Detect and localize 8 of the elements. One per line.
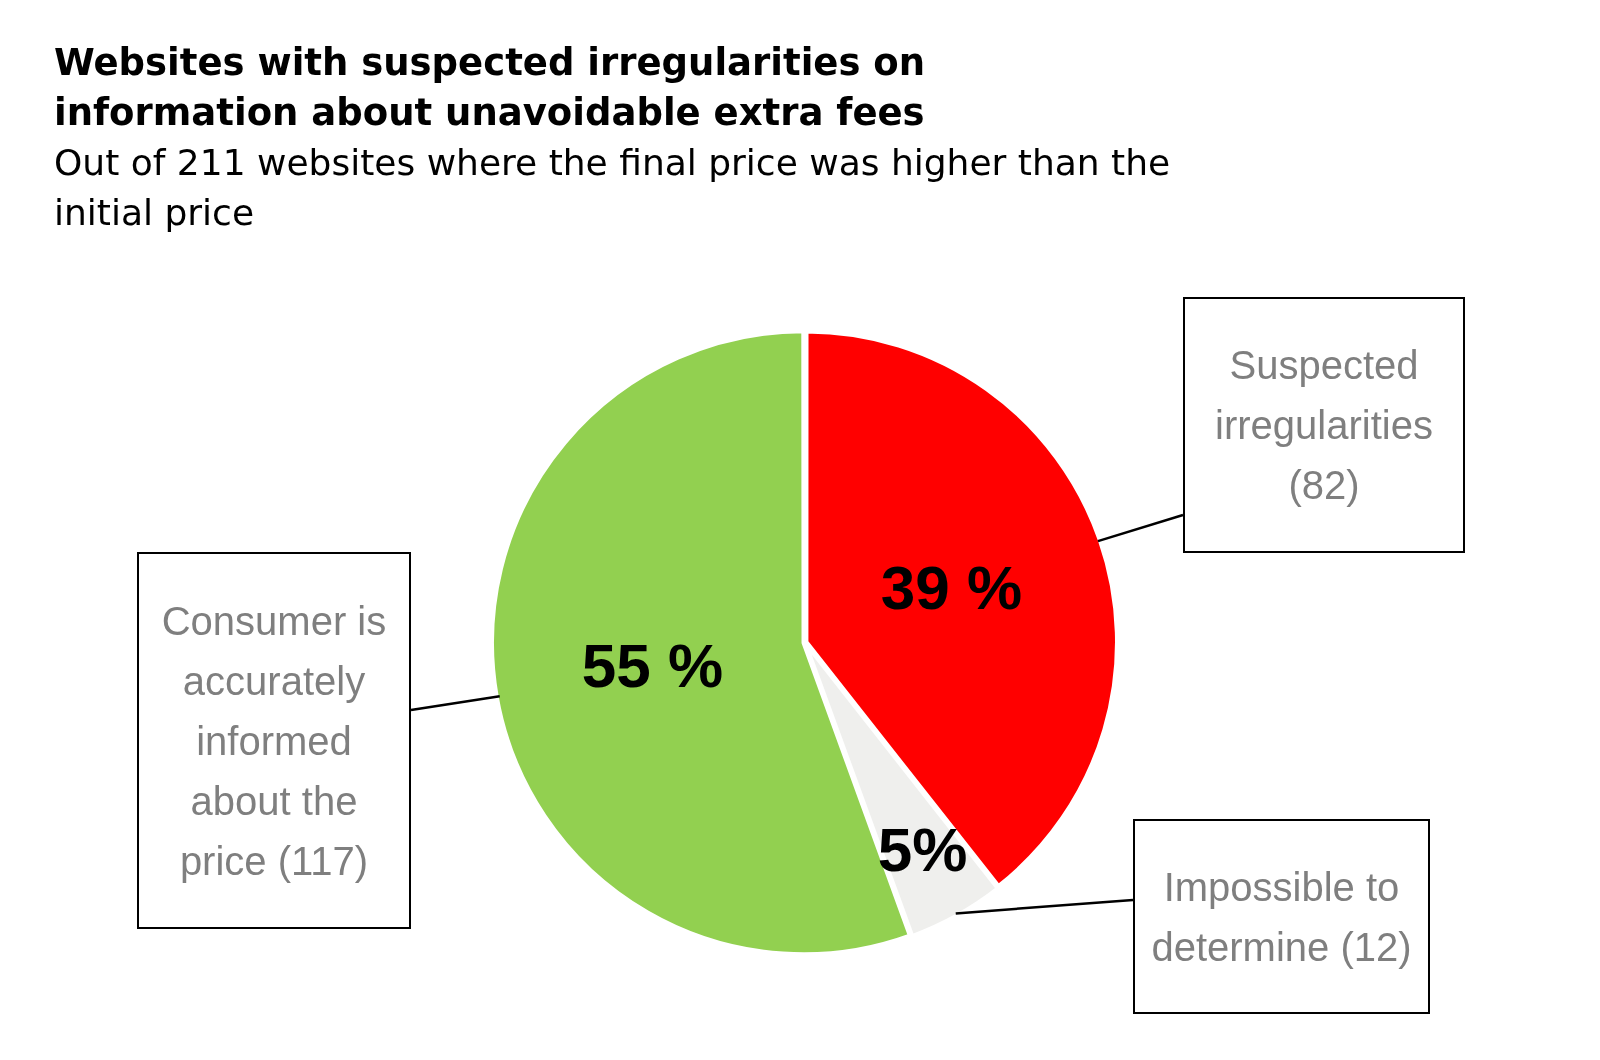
slice-label: Consumer is accurately informed about the price (117) [137,552,411,929]
data-label: 39 % [880,552,1023,622]
chart-subtitle: Out of 211 websites where the final price was higher than the initial price [54,141,1172,235]
data-label: 55 % [581,630,724,700]
chart-title: Websites with suspected irregularities on information about unavoidable extra fees [54,40,927,136]
data-label: 5% [877,814,968,884]
slice-label: Impossible to determine (12) [1133,819,1430,1014]
slice-label: Suspected irregularities (82) [1183,297,1465,553]
